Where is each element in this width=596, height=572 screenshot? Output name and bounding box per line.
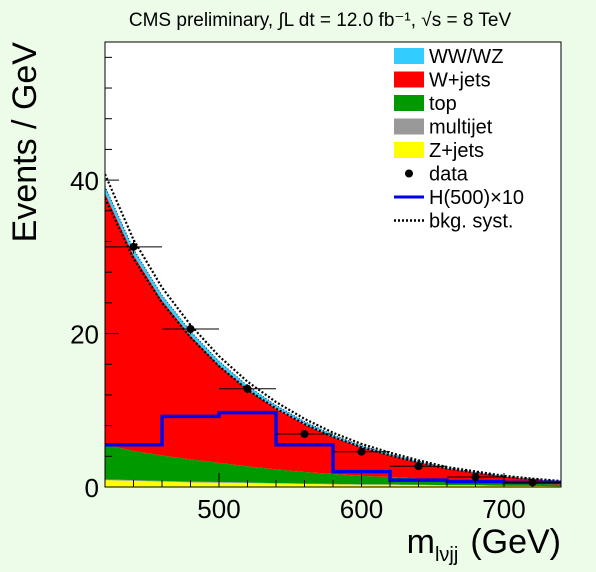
- data-point: [105, 239, 162, 254]
- legend-item: bkg. syst.: [394, 211, 513, 233]
- legend-item: multijet: [394, 117, 493, 139]
- x-axis-label-sub: lνjj: [435, 544, 458, 566]
- legend-item: H(500)×10: [394, 187, 524, 209]
- y-tick-label: 40: [70, 166, 99, 196]
- y-tick-label: 20: [70, 320, 99, 350]
- data-point-marker: [414, 462, 423, 471]
- legend-item: WW/WZ: [394, 46, 503, 68]
- data-point-marker: [300, 430, 309, 439]
- y-tick-label: 0: [85, 473, 99, 503]
- legend-label: top: [429, 93, 457, 115]
- data-point: [390, 462, 447, 471]
- data-point: [276, 430, 333, 439]
- data-point-marker: [129, 242, 138, 251]
- legend-swatch: [394, 48, 424, 64]
- legend-label: bkg. syst.: [429, 211, 513, 233]
- legend-label: H(500)×10: [429, 187, 524, 209]
- data-point: [162, 323, 219, 335]
- x-axis-label-main: m: [407, 523, 435, 561]
- data-point-marker: [186, 324, 195, 333]
- data-point: [333, 447, 390, 456]
- data-point-marker: [357, 447, 366, 456]
- legend-label: data: [429, 164, 469, 186]
- data-point-marker: [243, 384, 252, 393]
- legend-label: multijet: [429, 117, 493, 139]
- legend-item: W+jets: [394, 70, 491, 92]
- legend-swatch: [394, 95, 424, 111]
- axes: 500 600 700 0 20 40: [70, 56, 562, 524]
- syst-band-lower: [105, 197, 561, 483]
- data-point: [219, 384, 276, 394]
- legend-swatch: [394, 118, 424, 135]
- data-points: [105, 239, 561, 487]
- legend-item: Z+jets: [394, 140, 484, 162]
- data-point-marker: [471, 473, 480, 482]
- chart-title: CMS preliminary, ∫L dt = 12.0 fb⁻¹, √s =…: [129, 10, 512, 31]
- legend-item: data: [405, 164, 469, 186]
- legend-item: top: [394, 93, 457, 115]
- legend-marker: [405, 169, 413, 178]
- legend-label: W+jets: [429, 70, 491, 92]
- legend: WW/WZW+jetstopmultijetZ+jetsdataH(500)×1…: [394, 46, 524, 233]
- legend-swatch: [394, 71, 424, 88]
- data-point: [447, 473, 504, 482]
- x-tick-label: 600: [340, 494, 383, 524]
- x-tick-label: 700: [482, 494, 525, 524]
- syst-band-center: [105, 186, 561, 482]
- y-axis-label: Events / GeV: [6, 42, 44, 243]
- legend-label: WW/WZ: [429, 46, 503, 68]
- legend-label: Z+jets: [429, 140, 484, 162]
- x-tick-label: 500: [197, 494, 240, 524]
- legend-swatch: [394, 142, 424, 158]
- syst-band-lines: [105, 173, 561, 483]
- x-axis-label-unit: (GeV): [470, 523, 561, 561]
- x-axis-label: mlνjj (GeV): [407, 523, 561, 566]
